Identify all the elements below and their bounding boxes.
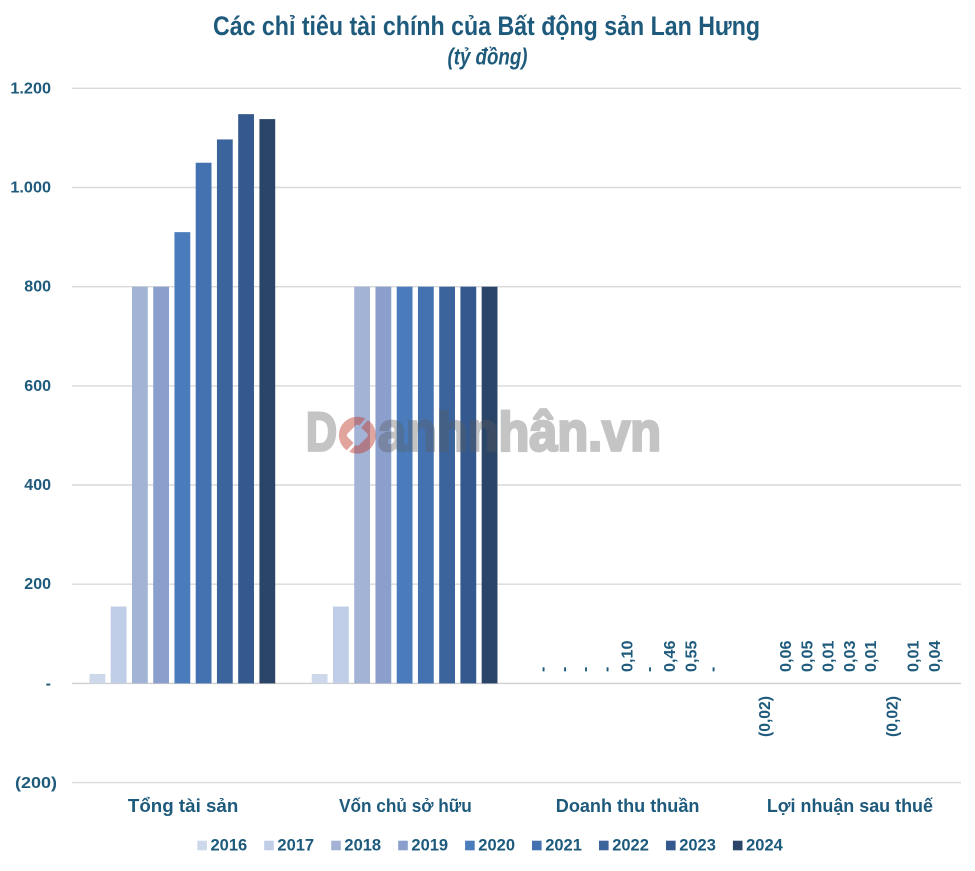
svg-text:(0,02): (0,02) [884, 696, 901, 737]
svg-text:2022: 2022 [612, 835, 649, 854]
svg-text:-: - [535, 667, 552, 672]
svg-text:2024: 2024 [746, 835, 783, 854]
svg-text:-: - [641, 667, 658, 672]
svg-text:0,05: 0,05 [799, 640, 816, 672]
svg-text:2018: 2018 [344, 835, 381, 854]
svg-text:Doanh thu thuần: Doanh thu thuần [556, 796, 700, 816]
svg-text:Lợi nhuận sau thuế: Lợi nhuận sau thuế [767, 796, 934, 816]
svg-text:0,01: 0,01 [863, 640, 880, 672]
svg-text:(tỷ đồng): (tỷ đồng) [448, 44, 528, 70]
svg-text:1.200: 1.200 [10, 80, 51, 97]
svg-text:-: - [577, 667, 594, 672]
svg-text:anhnhân.vn: anhnhân.vn [378, 400, 661, 462]
svg-text:2017: 2017 [277, 835, 314, 854]
svg-text:-: - [598, 667, 615, 672]
svg-text:2023: 2023 [679, 835, 716, 854]
svg-text:0,06: 0,06 [778, 640, 795, 672]
svg-text:0,01: 0,01 [906, 640, 923, 672]
svg-text:Vốn chủ sở hữu: Vốn chủ sở hữu [339, 796, 472, 816]
svg-text:(0,02): (0,02) [757, 696, 774, 737]
svg-text:200: 200 [24, 576, 51, 593]
svg-text:800: 800 [24, 279, 51, 296]
svg-text:Các chỉ tiêu tài chính của Bất: Các chỉ tiêu tài chính của Bất động sản … [213, 11, 760, 41]
svg-text:600: 600 [24, 378, 51, 395]
svg-text:0,03: 0,03 [842, 640, 859, 672]
svg-text:(200): (200) [15, 775, 57, 792]
svg-text:2016: 2016 [211, 835, 248, 854]
svg-text:Tổng tài sản: Tổng tài sản [128, 796, 238, 816]
svg-text:0,01: 0,01 [821, 640, 838, 672]
svg-text:2021: 2021 [545, 835, 582, 854]
svg-text:0,55: 0,55 [683, 640, 700, 672]
svg-text:0,46: 0,46 [662, 640, 679, 672]
svg-text:2020: 2020 [478, 835, 515, 854]
svg-text:-: - [705, 667, 722, 672]
svg-text:400: 400 [24, 477, 51, 494]
svg-text:-: - [46, 675, 51, 692]
svg-text:0,10: 0,10 [620, 640, 637, 672]
svg-text:D: D [306, 400, 337, 462]
svg-text:1.000: 1.000 [10, 180, 51, 197]
svg-text:0,04: 0,04 [927, 640, 944, 672]
svg-text:-: - [556, 667, 573, 672]
svg-text:2019: 2019 [411, 835, 448, 854]
